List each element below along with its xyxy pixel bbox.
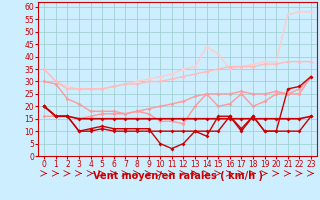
X-axis label: Vent moyen/en rafales ( km/h ): Vent moyen/en rafales ( km/h ): [92, 171, 263, 181]
